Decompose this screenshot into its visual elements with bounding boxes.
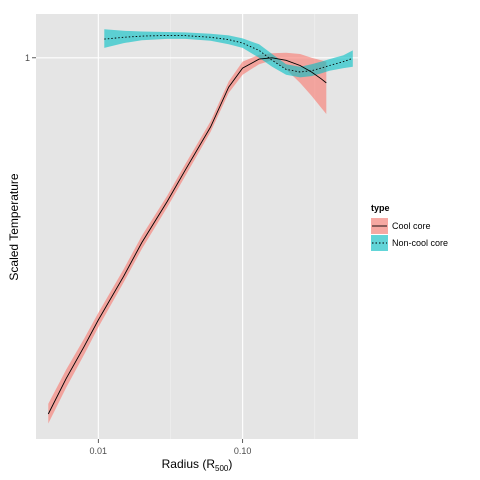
y-axis-ticks: 1 <box>25 53 36 63</box>
ribbon-1 <box>104 29 353 78</box>
legend-label-1: Non-cool core <box>392 238 448 248</box>
legend-label-0: Cool core <box>392 221 431 231</box>
series-lines <box>47 34 353 415</box>
x-tick-label: 0.01 <box>90 446 108 456</box>
y-tick-label: 1 <box>25 53 30 63</box>
x-axis-ticks: 0.01 0.10 <box>90 439 252 456</box>
legend: type Cool core Non-cool core <box>370 203 448 252</box>
x-tick-label: 0.10 <box>234 446 252 456</box>
confidence-ribbons <box>48 29 353 424</box>
legend-title: type <box>371 203 390 213</box>
series-line-0 <box>47 57 327 415</box>
y-axis-title: Scaled Temperature <box>7 173 21 281</box>
x-axis-title: Radius (R500) <box>162 457 233 473</box>
series-line-1 <box>104 34 353 73</box>
